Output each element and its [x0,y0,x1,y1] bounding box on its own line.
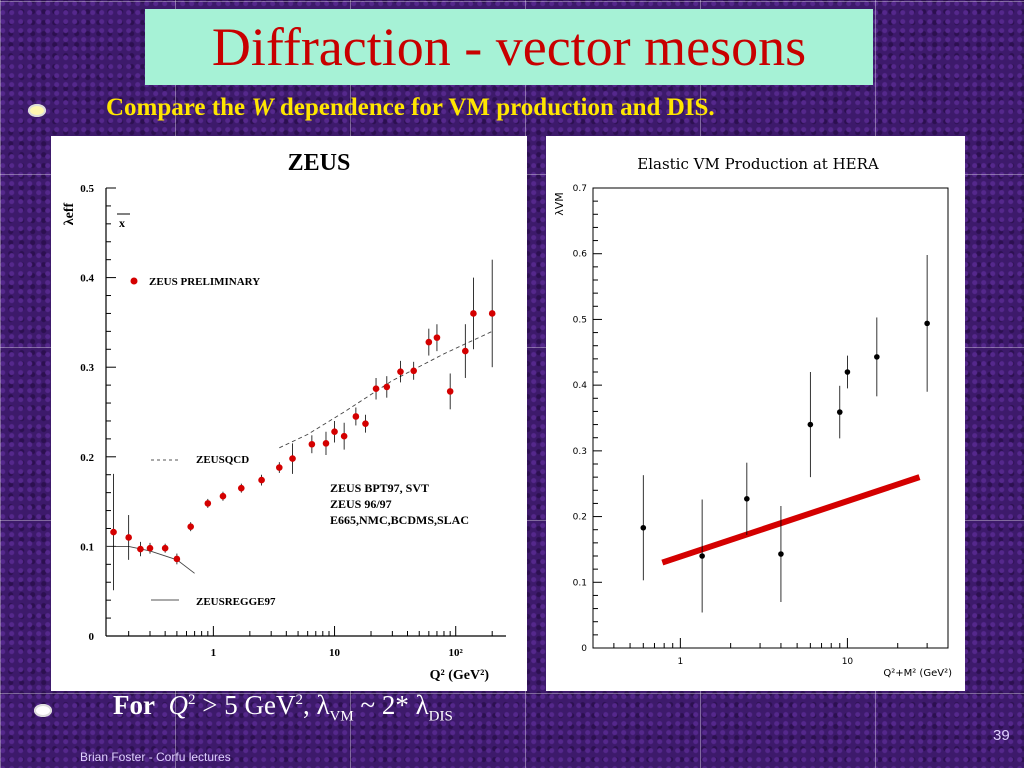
data-point [874,354,880,360]
data-point [340,432,348,440]
bullet-icon [28,104,46,117]
y-tick-label: 0.4 [80,273,94,285]
data-point [488,310,496,317]
elastic-vm-chart: Elastic VM Production at HERA 0 0.1 0.2 0.3 0… [553,155,952,679]
zeus-lambda-eff-chart: ZEUS 0 0.1 0.2 0.3 0.4 0.5 1 10 10² Q² (GeV²) λeff x… [62,150,506,683]
x-tick-label: 10 [329,647,341,659]
data-point [146,544,154,552]
vm-chart-panel: Elastic VM Production at HERA 0 0.1 0.2 0.3 0… [546,136,965,691]
data-point [204,500,212,507]
legend-marker-zeus-preliminary [130,277,138,285]
data-point [425,338,433,346]
footer-author: Brian Foster - Corfu lectures [80,750,231,764]
bullet-text-conclusion: For Q2 > 5 GeV2, λVM ~ 2* λDIS [113,690,453,725]
data-point [173,555,181,563]
y-tick-label: 0 [89,631,95,643]
bullet2-sub-vm: VM [329,708,354,725]
x-axis-label: Q² (GeV²) [430,668,490,683]
data-point [237,484,245,492]
y-tick-label: 0.6 [573,250,588,260]
bullet1-pre: Compare the [106,94,252,121]
data-point [352,413,360,420]
slide-title: Diffraction - vector mesons [211,17,807,77]
y-tick-label: 0.2 [573,513,587,523]
bullet1-post: dependence for VM production and DIS. [273,94,715,121]
data-point [258,476,265,484]
data-point [410,367,417,375]
y-tick-label: 0.5 [80,183,94,195]
y-axis-label: λVM [553,192,566,216]
data-point [275,464,283,471]
data-point [470,310,477,317]
data-point [161,544,169,552]
legend-label-zeus-preliminary: ZEUS PRELIMINARY [149,276,260,288]
data-point [844,369,851,375]
data-point [308,440,316,448]
data-point [110,528,117,536]
fit-line [661,474,921,566]
page-number: 39 [993,727,1010,744]
annotation-line: ZEUS 96/97 [330,497,392,511]
data-point [331,428,338,436]
data-point [836,409,843,415]
bullet-icon [34,704,52,717]
y-tick-label: 0.2 [80,452,94,464]
data-point [289,455,296,462]
data-point [383,383,391,391]
bullet2-sub-dis: DIS [428,708,453,725]
data-point [446,388,454,395]
data-point [807,421,814,428]
data-point [219,492,227,500]
slide-title-box: Diffraction - vector mesons [145,9,873,85]
legend-label-zeusqcd: ZEUSQCD [196,454,249,466]
data-point [137,545,144,553]
annotation-line: E665,NMC,BCDMS,SLAC [330,513,469,527]
data-point [744,496,750,502]
data-point [640,524,647,531]
bullet2-gt: > 5 GeV [195,690,296,720]
bullet2-mid: ~ 2* λ [353,690,429,720]
data-point [322,440,330,447]
data-point [433,334,441,341]
data-point [924,320,930,327]
data-point [187,523,194,530]
bullet2-sup-b: 2 [295,692,303,708]
annotation-line: ZEUS BPT97, SVT [330,481,429,495]
data-point [372,385,380,393]
data-point [397,368,404,375]
bullet2-for: For [113,690,155,720]
y-axis-label: λeff [62,202,77,225]
bullet2-sup: 2 [187,692,196,708]
chart-title: Elastic VM Production at HERA [637,155,879,173]
data-point [699,553,705,559]
data-point [462,347,469,355]
bullet1-w: W [251,94,274,121]
bullet2-comma: , λ [302,690,330,720]
xbar-label: x [119,216,125,230]
chart-title: ZEUS [288,150,351,176]
bullet-text-compare: Compare the W dependence for VM producti… [106,94,715,122]
y-tick-label: 0.1 [573,578,587,588]
data-point [778,551,784,557]
x-tick-label: 10² [449,647,464,659]
zeus-chart-panel: ZEUS 0 0.1 0.2 0.3 0.4 0.5 1 10 10² Q² (GeV²) λeff x… [51,136,527,691]
y-tick-label: 0.5 [573,315,587,325]
y-tick-label: 0.4 [573,381,588,391]
data-point [362,420,369,427]
x-tick-label: 1 [677,657,683,667]
x-axis-label: Q²+M² (GeV²) [883,668,952,679]
y-tick-label: 0.3 [573,447,587,457]
legend-label-zeusregge97: ZEUSREGGE97 [196,596,276,608]
x-tick-label: 10 [842,657,854,667]
plot-frame [592,187,949,649]
y-tick-label: 0.3 [80,362,94,374]
y-tick-label: 0.1 [80,541,94,553]
x-tick-label: 1 [211,647,217,659]
y-tick-label: 0.7 [573,184,587,194]
data-point [125,534,132,541]
y-tick-label: 0 [581,644,587,654]
bullet2-q: Q [168,690,188,720]
zeusqcd-curve [279,330,493,449]
